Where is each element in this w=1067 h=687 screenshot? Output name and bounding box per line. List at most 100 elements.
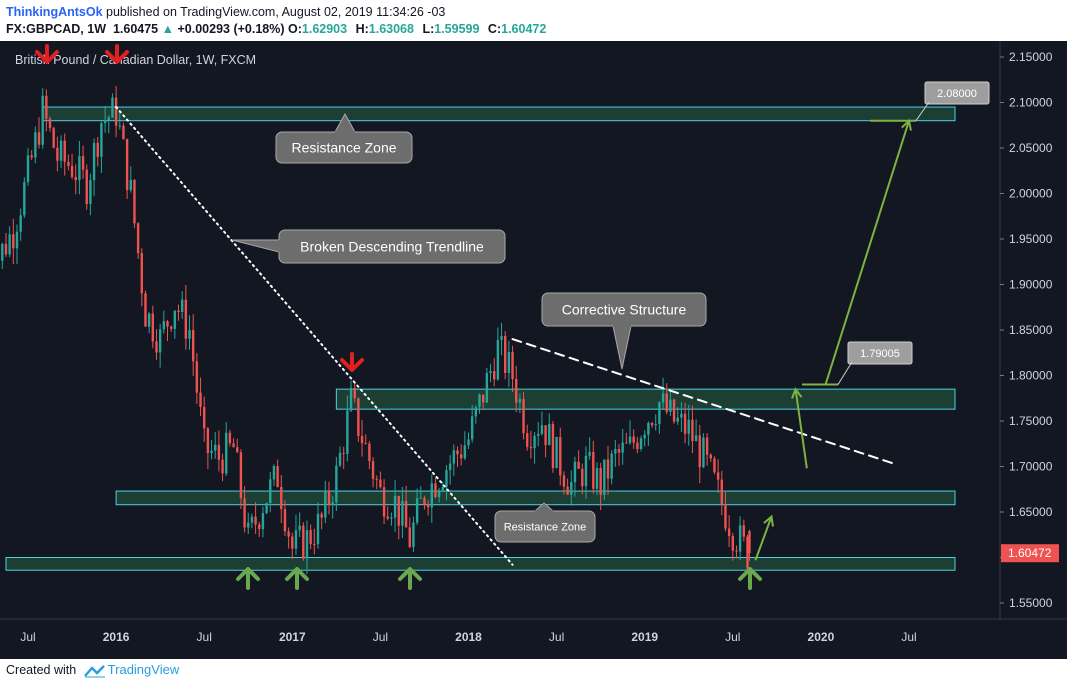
candle [526, 424, 529, 451]
candle [570, 470, 573, 506]
candle [129, 166, 132, 193]
candle [169, 325, 173, 332]
candle [26, 148, 30, 186]
candle [250, 513, 254, 529]
resistance-zone-top-callout[interactable]: Resistance Zone [275, 112, 413, 164]
candle [1, 242, 4, 270]
candle [103, 105, 107, 133]
svg-text:Broken Descending Trendline: Broken Descending Trendline [300, 239, 484, 255]
support-zone-bottom[interactable] [5, 557, 956, 571]
candle [504, 331, 507, 380]
corrective-structure-callout[interactable]: Corrective Structure [541, 292, 707, 370]
chart-container[interactable]: 2.15000 2.10000 2.05000 2.00000 1.95000 1.900… [0, 41, 1067, 659]
candle [478, 393, 481, 414]
candle [463, 431, 467, 461]
candle [419, 486, 422, 499]
candle [551, 421, 555, 473]
candle [408, 517, 411, 549]
red-down-arrow-icon [35, 44, 59, 64]
high-value: 1.63068 [368, 22, 414, 36]
candle [386, 506, 389, 521]
symbol-info: FX:GBPCAD, 1W 1.60475 ▲ +0.00293 (+0.18%… [6, 22, 551, 36]
candle [599, 462, 602, 511]
resistance-zone-bottom-callout[interactable]: Resistance Zone [494, 502, 596, 543]
resistance-zone-top[interactable] [42, 106, 956, 122]
svg-text:2.08000: 2.08000 [937, 88, 977, 100]
candle [522, 391, 525, 440]
candle [452, 444, 456, 476]
tradingview-brand[interactable]: TradingView [107, 662, 180, 677]
target-label-1[interactable]: 1.79005 [837, 341, 913, 385]
price-chart[interactable]: 2.15000 2.10000 2.05000 2.00000 1.95000 1.900… [0, 41, 1067, 659]
candle [269, 471, 272, 513]
broken-descending-trendline[interactable] [115, 106, 514, 566]
candle [390, 512, 393, 526]
candle [166, 319, 169, 342]
open-value: 1.62903 [301, 22, 348, 36]
candle [360, 420, 364, 457]
target-label-2[interactable]: 2.08000 [915, 81, 990, 121]
candle [89, 173, 92, 216]
candle [346, 395, 349, 462]
candle [59, 135, 63, 168]
candle [621, 428, 624, 465]
x-tick-label: Jul [20, 630, 35, 644]
last-price-tag: 1.60472 [1001, 544, 1059, 563]
candle [672, 398, 676, 424]
chart-title: British Pound / Canadian Dollar, 1W, FXC… [15, 53, 256, 67]
candle [280, 475, 283, 524]
last-candle [748, 529, 751, 562]
candle [533, 431, 536, 464]
projection-arrowhead [791, 387, 803, 399]
tradingview-logo-icon [83, 664, 105, 678]
candle [573, 456, 577, 497]
y-tick-label: 1.80000 [1009, 369, 1053, 383]
candle [375, 475, 378, 490]
candle [15, 224, 19, 264]
green-up-arrow-icon [738, 567, 762, 590]
candle [125, 138, 129, 199]
candle [518, 393, 522, 413]
low-label: L: [422, 22, 435, 36]
candle [214, 432, 217, 459]
candle [133, 179, 136, 228]
candle [247, 512, 250, 534]
projection-leg-1[interactable] [754, 516, 773, 561]
candle [639, 435, 643, 452]
candle [67, 154, 70, 171]
candle [338, 446, 342, 468]
candle [265, 502, 268, 515]
price-change: +0.00293 (+0.18%) [177, 22, 285, 36]
candle [107, 115, 110, 134]
candle [709, 453, 712, 462]
y-tick-label: 2.15000 [1009, 50, 1053, 64]
candle [184, 284, 188, 350]
candle [305, 520, 309, 575]
author-link[interactable]: ThinkingAntsOk [6, 5, 103, 19]
projection-leg-2[interactable] [794, 389, 808, 469]
candle [738, 516, 742, 560]
projection-leg-3[interactable] [824, 120, 910, 385]
footer: Created with TradingView [6, 662, 179, 678]
corrective-structure-line[interactable] [511, 338, 896, 465]
candle [654, 414, 657, 431]
resistance-zone-upper[interactable] [335, 388, 956, 410]
candle [404, 485, 408, 528]
candle [371, 457, 375, 488]
candle [327, 481, 331, 515]
candle [742, 519, 746, 542]
candle [382, 479, 386, 525]
candle [8, 226, 11, 258]
x-tick-label: Jul [373, 630, 388, 644]
candle [448, 455, 452, 485]
broken-trendline-callout[interactable]: Broken Descending Trendline [231, 229, 506, 264]
close-label: C: [487, 22, 502, 36]
candle [291, 532, 294, 560]
candle [617, 444, 621, 466]
candle [577, 450, 580, 470]
candle [335, 457, 338, 512]
candle [548, 413, 551, 446]
candle [665, 383, 668, 415]
x-tick-label: Jul [901, 630, 916, 644]
green-up-arrow-icon [285, 567, 309, 590]
